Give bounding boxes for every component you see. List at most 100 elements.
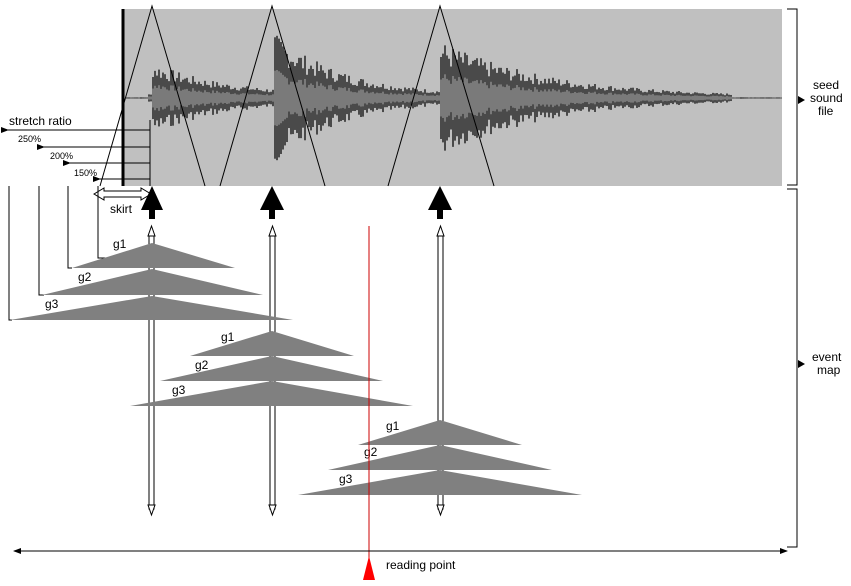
waveform-core	[640, 94, 642, 102]
waveform-core	[458, 77, 460, 119]
waveform-core	[780, 97, 782, 99]
waveform-core	[424, 94, 426, 102]
waveform-core	[644, 95, 646, 101]
waveform-core	[446, 78, 448, 118]
grain-label-g3: g3	[45, 297, 59, 311]
waveform-core	[218, 92, 220, 104]
waveform-core	[588, 91, 590, 105]
waveform-core	[480, 80, 482, 116]
event-pointer-icon	[798, 360, 805, 368]
waveform-core	[502, 86, 504, 110]
waveform-core	[256, 93, 258, 103]
waveform-core	[704, 96, 706, 100]
waveform-core	[408, 93, 410, 103]
waveform-core	[666, 94, 668, 102]
waveform-core	[754, 97, 756, 99]
grain-group-2: g1 g2 g3	[130, 330, 413, 406]
grain-label-g3: g3	[172, 383, 186, 397]
window-triangle-2	[219, 4, 326, 187]
waveform-core	[312, 84, 314, 112]
waveform-core	[442, 78, 444, 118]
skirt-label: skirt	[110, 202, 133, 216]
waveform-core	[624, 94, 626, 102]
grain-g1	[72, 243, 235, 268]
waveform-core	[680, 95, 682, 101]
waveform-core	[364, 92, 366, 104]
waveform-core	[632, 93, 634, 103]
waveform-core	[428, 95, 430, 101]
waveform-core	[284, 76, 286, 120]
waveform-core	[774, 97, 776, 99]
waveform-core	[490, 81, 492, 115]
waveform-core	[506, 84, 508, 112]
waveform-core	[192, 88, 194, 108]
waveform-core	[500, 84, 502, 112]
waveform-core	[716, 95, 718, 101]
waveform-core	[730, 96, 732, 100]
waveform-core	[470, 82, 472, 114]
waveform-core	[572, 93, 574, 103]
waveform-core	[292, 81, 294, 115]
waveform-core	[254, 94, 256, 102]
waveform-core	[200, 91, 202, 105]
waveform-core	[392, 94, 394, 102]
waveform-core	[770, 97, 772, 99]
waveform-core	[614, 93, 616, 103]
waveform-core	[402, 94, 404, 102]
waveform-core	[708, 96, 710, 100]
waveform-core	[482, 83, 484, 113]
waveform-core	[258, 94, 260, 102]
waveform-core	[430, 95, 432, 101]
waveform-core	[524, 90, 526, 106]
waveform-core	[570, 93, 572, 103]
waveform-core	[540, 90, 542, 106]
waveform-core	[492, 85, 494, 111]
waveform-core	[194, 90, 196, 106]
waveform-core	[238, 94, 240, 102]
waveform-core	[278, 71, 280, 125]
waveform-core	[314, 87, 316, 109]
waveform-core	[720, 95, 722, 101]
waveform-core	[422, 95, 424, 101]
waveform-core	[642, 95, 644, 101]
waveform-core	[530, 90, 532, 106]
waveform-core	[478, 83, 480, 113]
waveform-core	[452, 76, 454, 120]
waveform-core	[382, 91, 384, 105]
waveform-core	[568, 91, 570, 105]
waveform-core	[356, 92, 358, 104]
waveform-core	[436, 95, 438, 101]
waveform-core	[702, 95, 704, 101]
waveform-core	[324, 86, 326, 110]
grain-g2	[42, 269, 263, 295]
waveform-core	[414, 93, 416, 103]
waveform-core	[722, 96, 724, 100]
waveform-core	[362, 89, 364, 107]
waveform-core	[710, 96, 712, 100]
waveform-core	[536, 89, 538, 107]
waveform-core	[620, 94, 622, 102]
waveform-core	[268, 95, 270, 101]
waveform-core	[556, 91, 558, 105]
waveform-core	[676, 95, 678, 101]
waveform-core	[220, 93, 222, 103]
waveform-core	[150, 96, 152, 100]
waveform-core	[484, 81, 486, 115]
waveform-core	[440, 79, 442, 117]
waveform-core	[444, 74, 446, 122]
waveform-core	[394, 93, 396, 103]
waveform-core	[404, 93, 406, 103]
waveform-core	[726, 95, 728, 101]
grain-group-1: g1 g2 g3	[10, 237, 293, 320]
waveform-core	[232, 93, 234, 103]
waveform-core	[738, 97, 740, 99]
waveform-core	[378, 93, 380, 103]
waveform-core	[226, 92, 228, 104]
waveform-core	[566, 89, 568, 107]
waveform-core	[776, 97, 778, 99]
waveform-core	[236, 94, 238, 102]
waveform-core	[600, 93, 602, 103]
waveform-core	[678, 94, 680, 102]
waveform-core	[328, 85, 330, 111]
waveform-core	[330, 84, 332, 112]
